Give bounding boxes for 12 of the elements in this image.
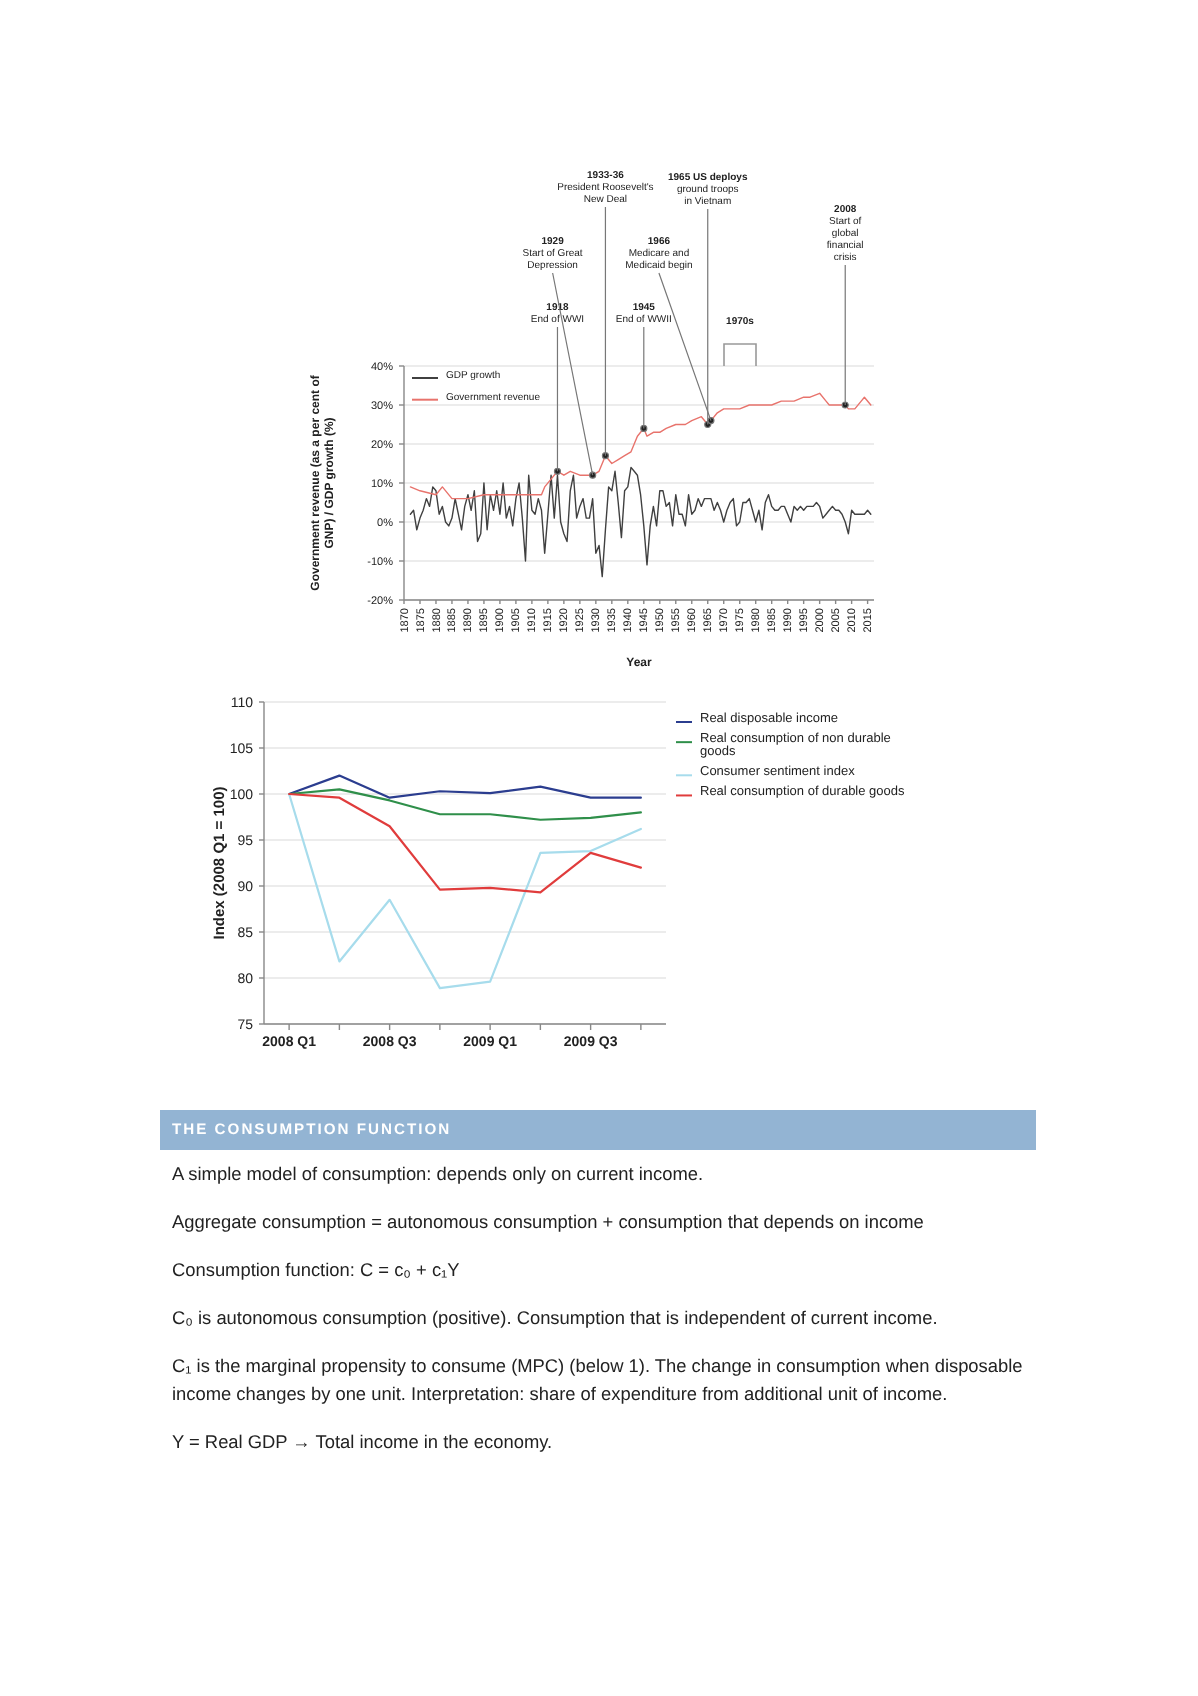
line-series: [409, 392, 872, 500]
text: C₀ is autonomous consumption (positive). Consumption that is independent of current income.: [170, 1306, 940, 1332]
line-series: [288, 792, 642, 894]
text: A simple model of consumption: depends only on current income.: [170, 1162, 706, 1188]
line-series: [288, 774, 642, 799]
text: Aggregate consumption = autonomous consumption + consumption that depends on income: [170, 1210, 926, 1236]
line-series: [409, 466, 872, 578]
line-series: [288, 792, 642, 990]
text: Y = Real GDP → Total income in the economy.: [170, 1430, 555, 1456]
line-series: [288, 788, 642, 821]
text: C₁ is the marginal propensity to consume (MPC) (below 1). The change in consumption when disposable income changes by one unit. Interpretation: share of expenditure from additional unit of income.: [170, 1354, 1025, 1408]
text: Consumption function: C = c₀ + c₁Y: [170, 1258, 462, 1284]
